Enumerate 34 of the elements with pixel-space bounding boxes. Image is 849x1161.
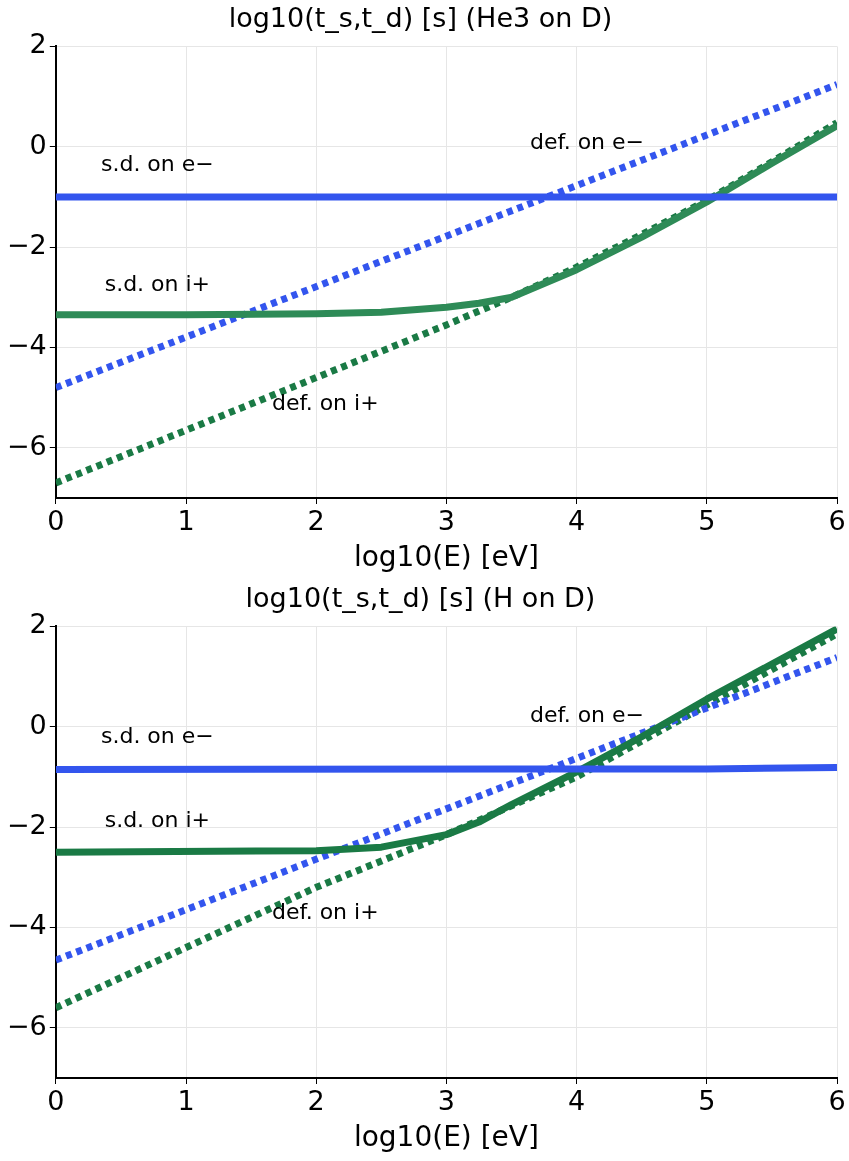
x-tick-label: 1	[177, 1085, 195, 1117]
x-tick-label: 3	[437, 1085, 455, 1117]
y-tick-label: −2	[6, 229, 47, 261]
x-tick-label: 6	[828, 505, 846, 537]
y-tick-label: 2	[29, 608, 47, 640]
y-tick-label: −4	[6, 909, 47, 941]
series-label: def. on i+	[272, 899, 379, 925]
y-tick-label: −6	[6, 1009, 47, 1041]
x-tick-label: 2	[307, 1085, 325, 1117]
chart-title: log10(t_s,t_d) [s] (H on D)	[245, 582, 596, 614]
x-tick-label: 5	[698, 1085, 716, 1117]
x-axis-title: log10(E) [eV]	[353, 540, 539, 574]
x-tick-label: 4	[568, 1085, 586, 1117]
series-label: def. on e−	[530, 129, 645, 155]
series-label: s.d. on e−	[100, 723, 214, 749]
series-label: s.d. on i+	[104, 270, 211, 296]
series-label: s.d. on e−	[100, 150, 214, 176]
x-tick-label: 6	[828, 1085, 846, 1117]
y-tick-label: −6	[6, 429, 47, 461]
y-tick-label: −2	[6, 809, 47, 841]
x-tick-label: 1	[177, 505, 195, 537]
series-label: def. on i+	[272, 389, 379, 415]
y-tick-label: 0	[29, 128, 47, 160]
y-tick-label: 0	[29, 708, 47, 740]
x-tick-label: 3	[437, 505, 455, 537]
chart-title: log10(t_s,t_d) [s] (He3 on D)	[228, 2, 613, 34]
series-label: s.d. on i+	[104, 807, 211, 833]
x-axis-title: log10(E) [eV]	[353, 1120, 539, 1154]
y-tick-label: −4	[6, 329, 47, 361]
y-tick-label: 2	[29, 28, 47, 60]
x-tick-label: 5	[698, 505, 716, 537]
x-tick-label: 4	[568, 505, 586, 537]
series-label: def. on e−	[530, 702, 645, 728]
x-tick-label: 2	[307, 505, 325, 537]
